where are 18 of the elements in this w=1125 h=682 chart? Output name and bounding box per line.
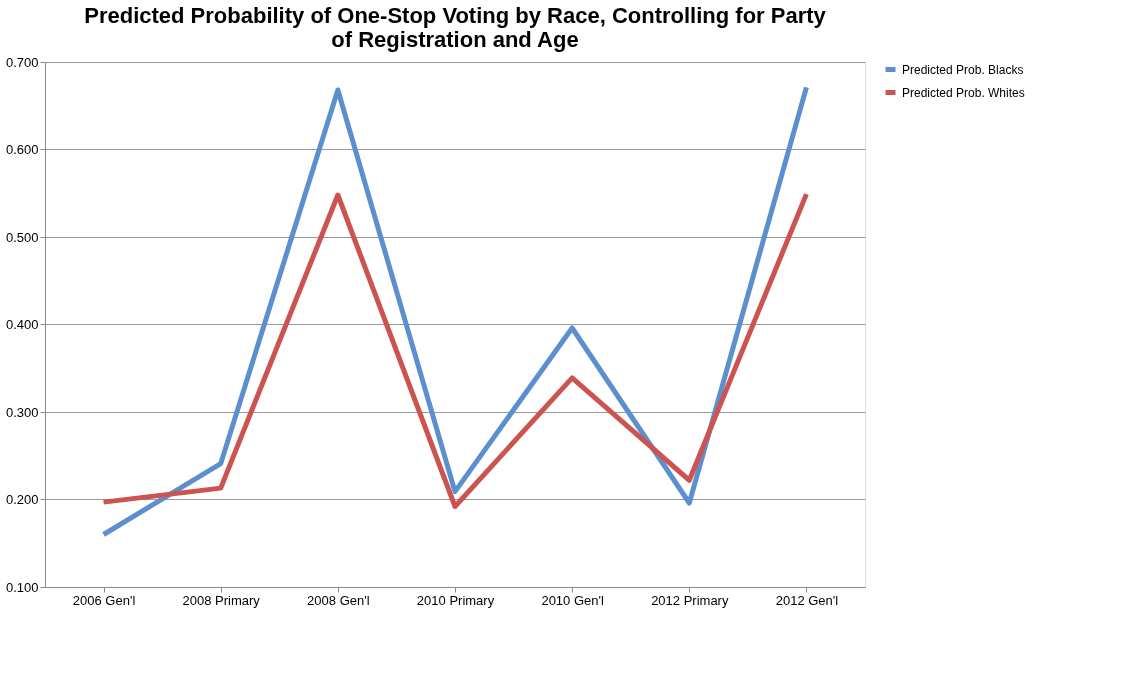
x-tick-label: 2012 Primary bbox=[651, 592, 729, 608]
x-tick-label: 2010 Gen'l bbox=[541, 592, 604, 608]
legend-label: Predicted Prob. Blacks bbox=[902, 62, 1024, 77]
y-tick-label: 0.500 bbox=[5, 229, 39, 245]
text: of Registration and Age bbox=[331, 27, 579, 52]
x-tick-label: 2008 Primary bbox=[182, 592, 261, 608]
x-tick-label: 2008 Gen'l bbox=[307, 592, 370, 608]
y-tick-label: 0.100 bbox=[5, 579, 39, 595]
x-tick-label: 2010 Primary bbox=[416, 592, 495, 608]
y-tick-label: 0.400 bbox=[5, 317, 39, 332]
x-tick-label: 2012 Gen'l bbox=[775, 592, 839, 608]
x-tick-label: 2006 Gen'l bbox=[72, 592, 136, 608]
y-tick-label: 0.600 bbox=[5, 142, 39, 157]
text: Predicted Probability of One-Stop Voting by Race, Controlling for Party bbox=[84, 3, 826, 28]
y-tick-label: 0.700 bbox=[5, 54, 39, 70]
legend-label: Predicted Prob. Whites bbox=[902, 85, 1025, 100]
y-tick-label: 0.300 bbox=[5, 404, 39, 420]
y-tick-label: 0.200 bbox=[5, 492, 39, 507]
